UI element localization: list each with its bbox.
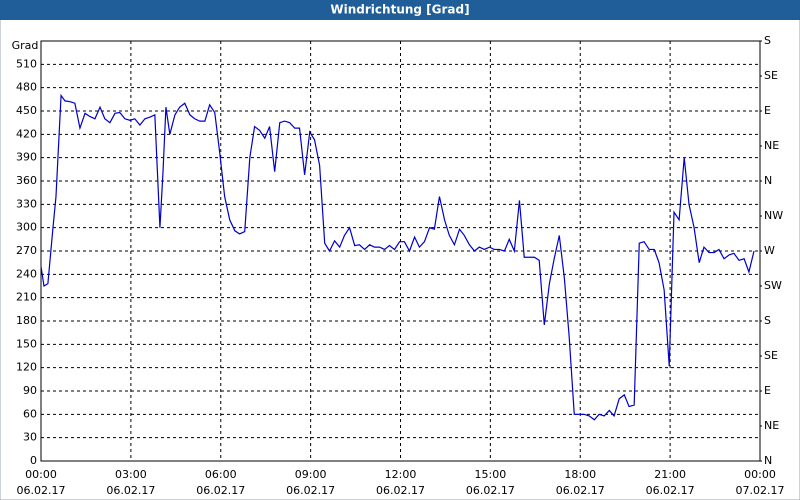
y-tick-label: 420 [16,127,37,140]
y2-tick-label: SE [764,69,778,82]
y-tick-label: 180 [16,314,37,327]
x-tick-date: 06.02.17 [196,484,245,497]
x-tick-date: 06.02.17 [646,484,695,497]
y-axis-label: Grad [12,39,39,52]
x-tick-date: 06.02.17 [556,484,605,497]
y-tick-label: 300 [16,221,37,234]
y-tick-label: 60 [23,407,37,420]
y-tick-label: 390 [16,151,37,164]
x-tick-date: 06.02.17 [17,484,66,497]
y-tick-label: 0 [30,454,37,467]
x-tick-label: 15:00 [475,468,507,481]
x-tick-label: 18:00 [564,468,596,481]
y2-tick-label: N [764,454,772,467]
y2-tick-label: S [764,314,771,327]
x-tick-date: 06.02.17 [376,484,425,497]
x-tick-date: 06.02.17 [466,484,515,497]
y-tick-label: 510 [16,57,37,70]
y2-tick-label: E [764,104,771,117]
y2-tick-label: NE [764,139,779,152]
x-tick-label: 06:00 [205,468,237,481]
y-tick-label: 120 [16,361,37,374]
x-tick-date: 06.02.17 [106,484,155,497]
y2-tick-label: S [764,34,771,47]
y2-tick-label: SE [764,349,778,362]
y-tick-label: 360 [16,174,37,187]
x-tick-label: 00:00 [25,468,57,481]
x-tick-label: 12:00 [385,468,417,481]
y-tick-label: 150 [16,337,37,350]
y-tick-label: 240 [16,267,37,280]
y2-tick-label: NE [764,419,779,432]
x-tick-label: 09:00 [295,468,327,481]
y2-tick-label: N [764,174,772,187]
y-tick-label: 270 [16,244,37,257]
y2-tick-label: E [764,384,771,397]
x-tick-label: 00:00 [744,468,776,481]
title-bar [0,0,800,20]
data-line [40,93,755,421]
y2-tick-label: NW [764,209,783,222]
x-tick-date: 06.02.17 [286,484,335,497]
y-tick-label: 330 [16,197,37,210]
y-tick-label: 90 [23,384,37,397]
x-tick-label: 21:00 [654,468,686,481]
chart-title: Windrichtung [Grad] [330,3,469,17]
y-tick-label: 30 [23,431,37,444]
y-tick-label: 450 [16,104,37,117]
x-tick-label: 03:00 [115,468,147,481]
y2-tick-label: W [764,244,775,257]
y-tick-label: 210 [16,291,37,304]
y-tick-label: 480 [16,81,37,94]
y2-tick-label: SW [764,279,782,292]
x-tick-date: 07.02.17 [736,484,785,497]
